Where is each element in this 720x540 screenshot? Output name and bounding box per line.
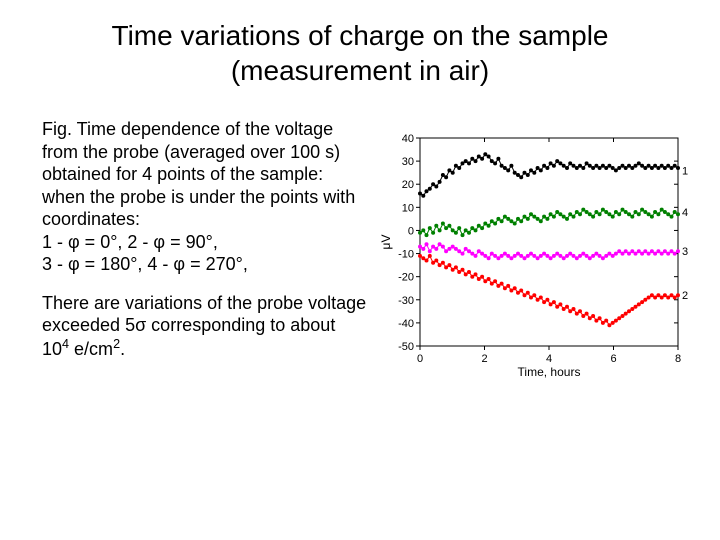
title-line2: (measurement in air) — [231, 55, 489, 86]
title-line1: Time variations of charge on the sample — [112, 20, 609, 51]
slide-title: Time variations of charge on the sample … — [0, 18, 720, 88]
time-voltage-chart: -50 -40 -30 -20 -10 0 10 20 30 40 0 2 4 6 8 Time, hours… — [378, 130, 698, 380]
svg-text:1: 1 — [682, 165, 688, 177]
caption-exp-1: 4 — [62, 337, 69, 351]
caption-coords-2: 3 - φ = 180°, 4 - φ = 270°, — [42, 254, 248, 274]
svg-text:40: 40 — [402, 133, 414, 145]
svg-text:-40: -40 — [398, 318, 414, 330]
svg-text:-30: -30 — [398, 295, 414, 307]
caption-note-b: e/cm — [69, 339, 113, 359]
svg-text:20: 20 — [402, 179, 414, 191]
svg-text:4: 4 — [682, 207, 688, 219]
svg-text:Time, hours: Time, hours — [518, 365, 581, 379]
caption-coords-1: 1 - φ = 0°, 2 - φ = 90°, — [42, 232, 218, 252]
svg-text:6: 6 — [610, 353, 616, 365]
caption-note-c: . — [120, 339, 125, 359]
svg-text:-10: -10 — [398, 249, 414, 261]
slide: Time variations of charge on the sample … — [0, 0, 720, 540]
svg-text:10: 10 — [402, 202, 414, 214]
svg-text:0: 0 — [417, 353, 423, 365]
svg-text:2: 2 — [481, 353, 487, 365]
svg-text:3: 3 — [682, 246, 688, 258]
svg-text:4: 4 — [546, 353, 552, 365]
svg-text:-50: -50 — [398, 341, 414, 353]
svg-text:2: 2 — [682, 290, 688, 302]
figure-caption: Fig. Time dependence of the voltage from… — [42, 118, 367, 376]
caption-intro: Fig. Time dependence of the voltage from… — [42, 119, 355, 229]
svg-text:8: 8 — [675, 353, 681, 365]
svg-text:-20: -20 — [398, 272, 414, 284]
svg-text:μV: μV — [379, 235, 393, 250]
svg-text:0: 0 — [408, 225, 414, 237]
svg-text:30: 30 — [402, 156, 414, 168]
